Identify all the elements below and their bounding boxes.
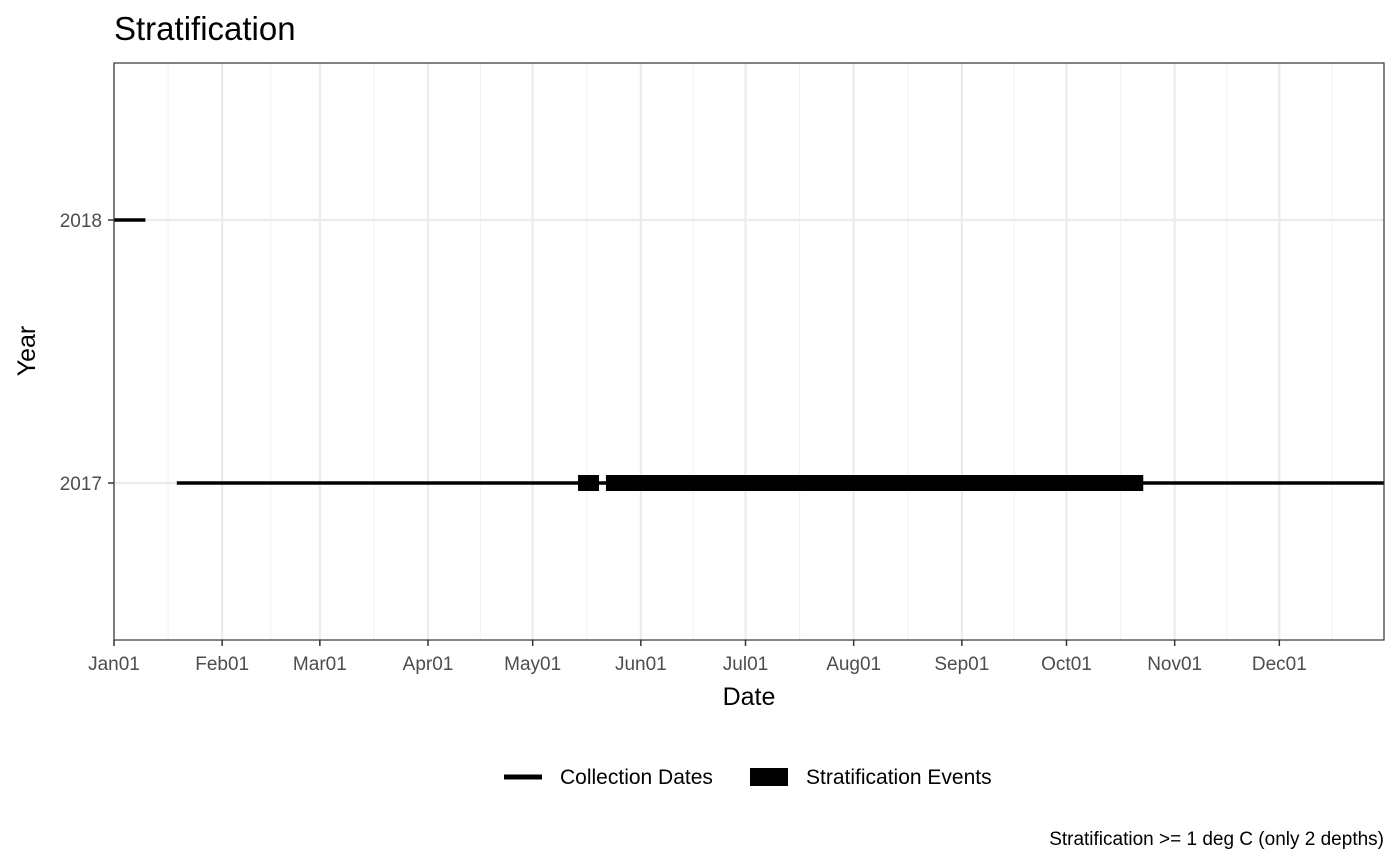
major-gridlines [112,63,1384,640]
x-tick-label: Sep01 [934,654,989,675]
x-tick-label: Oct01 [1041,654,1092,675]
y-axis-ticks: 2017 2018 [60,211,114,495]
legend-label-stratification-events: Stratification Events [806,766,992,789]
legend-key-stratification-events [750,768,788,786]
x-axis-ticks: Jan01 Feb01 Mar01 Apr01 May01 Jun01 Jul01 Aug01… [88,640,1307,675]
x-tick-label: May01 [504,654,561,675]
panel-border [113,62,1385,641]
x-axis-title: Date [723,683,776,711]
stratification-event-bar [578,475,599,491]
x-tick-label: Jul01 [723,654,768,675]
x-tick-label: Jun01 [615,654,667,675]
stratification-event-bar [605,475,1144,491]
y-tick-label: 2018 [60,211,102,232]
x-tick-label: Apr01 [403,654,454,675]
legend: Collection Dates Stratification Events [504,766,992,789]
x-tick-label: Dec01 [1252,654,1307,675]
data-marks [114,218,1384,491]
minor-gridlines [167,63,1333,640]
legend-label-collection-dates: Collection Dates [560,766,713,789]
y-tick-label: 2017 [60,474,102,495]
chart-title: Stratification [114,10,296,47]
x-tick-label: Jan01 [88,654,140,675]
x-tick-label: Aug01 [826,654,881,675]
x-tick-label: Mar01 [293,654,347,675]
x-tick-label: Nov01 [1147,654,1202,675]
y-axis-title: Year [13,326,41,377]
chart-caption: Stratification >= 1 deg C (only 2 depths… [1049,829,1384,850]
x-tick-label: Feb01 [195,654,249,675]
